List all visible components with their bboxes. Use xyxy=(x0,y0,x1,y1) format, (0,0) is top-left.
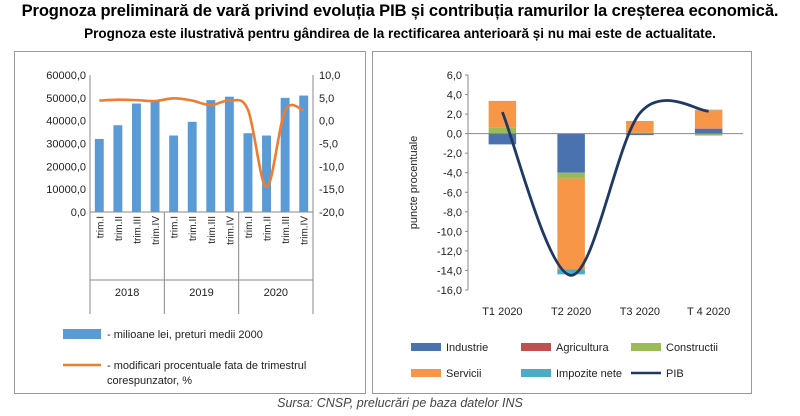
year-label: 2019 xyxy=(189,287,213,299)
year-label: 2018 xyxy=(115,287,139,299)
quarter-label: trim.I xyxy=(170,216,181,238)
stacked-bar-segment xyxy=(626,133,654,136)
right-y-tick-label: -15,0 xyxy=(319,184,344,196)
contributions-chart: -16,0 -14,0 -12,0 -10,0 -8,0 -6,0 -4,0 -2,0 0,0 2… xyxy=(408,70,743,380)
gdp-bar xyxy=(131,103,141,212)
gdp-level-chart: 0,0 10000,0 20000,0 30000,0 40000,0 50000,0 60… xyxy=(46,70,344,387)
legend-swatch xyxy=(521,369,551,377)
quarter-label: trim.IV xyxy=(151,216,162,245)
gdp-bar xyxy=(299,95,309,212)
stacked-bar-segment xyxy=(488,133,517,145)
y-tick-label: -8,0 xyxy=(443,207,462,219)
gdp-bar xyxy=(169,135,179,212)
left-y-tick-label: 30000,0 xyxy=(46,139,86,151)
stacked-bar-segment xyxy=(557,172,585,179)
left-y-tick-label: 50000,0 xyxy=(46,93,86,105)
category-label: T2 2020 xyxy=(551,306,591,318)
gdp-bar xyxy=(243,133,253,212)
legend-swatch xyxy=(411,369,441,377)
quarter-label: trim.II xyxy=(263,216,274,241)
legend-swatch xyxy=(521,343,551,351)
gdp-bar xyxy=(224,96,234,212)
quarter-label: trim.III xyxy=(207,216,218,244)
left-y-tick-label: 20000,0 xyxy=(46,161,86,173)
pib-line xyxy=(501,99,709,277)
gdp-bar xyxy=(206,100,216,212)
right-y-tick-label: 0,0 xyxy=(319,116,334,128)
gdp-bar xyxy=(262,135,272,212)
y-tick-label: -12,0 xyxy=(437,246,462,258)
category-label: T 4 2020 xyxy=(687,306,730,318)
legend-line-label: - modificari procentuale fata de trimest… xyxy=(107,360,306,372)
legend-label: PIB xyxy=(666,368,684,380)
right-y-tick-label: -5,0 xyxy=(319,139,338,151)
stacked-bar-segment xyxy=(557,269,585,275)
right-y-tick-label: -20,0 xyxy=(319,207,344,219)
legend-swatch xyxy=(411,343,441,351)
legend-label: Industrie xyxy=(446,342,488,354)
gdp-bar xyxy=(150,101,160,212)
y-tick-label: -16,0 xyxy=(437,285,462,297)
quarter-label: trim.III xyxy=(281,216,292,244)
stacked-bar-segment xyxy=(694,110,723,129)
left-y-tick-label: 60000,0 xyxy=(46,70,86,82)
left-y-tick-label: 0,0 xyxy=(71,207,86,219)
page-title: Prognoza preliminară de vară privind evo… xyxy=(21,2,779,20)
source-note: Sursa: CNSP, prelucrări pe baza datelor … xyxy=(277,396,523,410)
legend-label: Impozite nete xyxy=(556,368,622,380)
legend-swatch xyxy=(631,343,661,351)
legend-bar-swatch xyxy=(63,329,101,339)
legend-label: Servicii xyxy=(446,368,481,380)
y-tick-label: -10,0 xyxy=(437,226,462,238)
stacked-bar-segment xyxy=(557,133,585,173)
stacked-bar-segment xyxy=(694,133,723,136)
category-label: T3 2020 xyxy=(620,306,660,318)
page-subtitle: Prognoza este ilustrativă pentru gândire… xyxy=(84,26,716,41)
y-tick-label: 6,0 xyxy=(447,70,462,82)
left-y-tick-label: 10000,0 xyxy=(46,184,86,196)
quarter-label: trim.I xyxy=(95,216,106,238)
right-y-tick-label: 5,0 xyxy=(319,93,334,105)
y-tick-label: 0,0 xyxy=(447,129,462,141)
y-axis-title: puncte procentuale xyxy=(408,136,420,230)
quarter-label: trim.III xyxy=(132,216,143,244)
y-tick-label: 4,0 xyxy=(447,90,462,102)
quarter-label: trim.II xyxy=(114,216,125,241)
stacked-bar-segment xyxy=(626,120,654,133)
gdp-bar xyxy=(280,97,290,212)
right-y-tick-label: 10,0 xyxy=(319,70,340,82)
legend-bar-label: - milioane lei, preturi medii 2000 xyxy=(107,329,263,341)
stacked-bar-segment xyxy=(557,178,585,270)
quarter-label: trim.I xyxy=(244,216,255,238)
quarter-label: trim.IV xyxy=(225,216,236,245)
gdp-bar xyxy=(113,125,123,212)
yoy-change-line xyxy=(99,96,305,189)
left-y-tick-label: 40000,0 xyxy=(46,116,86,128)
legend-label: Agricultura xyxy=(556,342,609,354)
quarter-label: trim.II xyxy=(188,216,199,241)
y-tick-label: -6,0 xyxy=(443,187,462,199)
gdp-bar xyxy=(187,121,197,212)
y-tick-label: 2,0 xyxy=(447,109,462,121)
category-label: T1 2020 xyxy=(482,306,522,318)
right-y-tick-label: -10,0 xyxy=(319,161,344,173)
right-chart-panel: -16,0 -14,0 -12,0 -10,0 -8,0 -6,0 -4,0 -2,0 0,0 2… xyxy=(372,51,752,394)
left-chart-panel: 0,0 10000,0 20000,0 30000,0 40000,0 50000,0 60… xyxy=(14,51,366,394)
quarter-label: trim.IV xyxy=(300,216,311,245)
y-tick-label: -14,0 xyxy=(437,265,462,277)
y-tick-label: -2,0 xyxy=(443,148,462,160)
stacked-bar-segment xyxy=(488,127,517,134)
y-tick-label: -4,0 xyxy=(443,168,462,180)
stacked-bar-segment xyxy=(694,128,723,134)
legend-line-label: corespunzator, % xyxy=(107,375,192,387)
legend-label: Constructii xyxy=(666,342,718,354)
gdp-bar xyxy=(94,138,104,212)
year-label: 2020 xyxy=(264,287,288,299)
